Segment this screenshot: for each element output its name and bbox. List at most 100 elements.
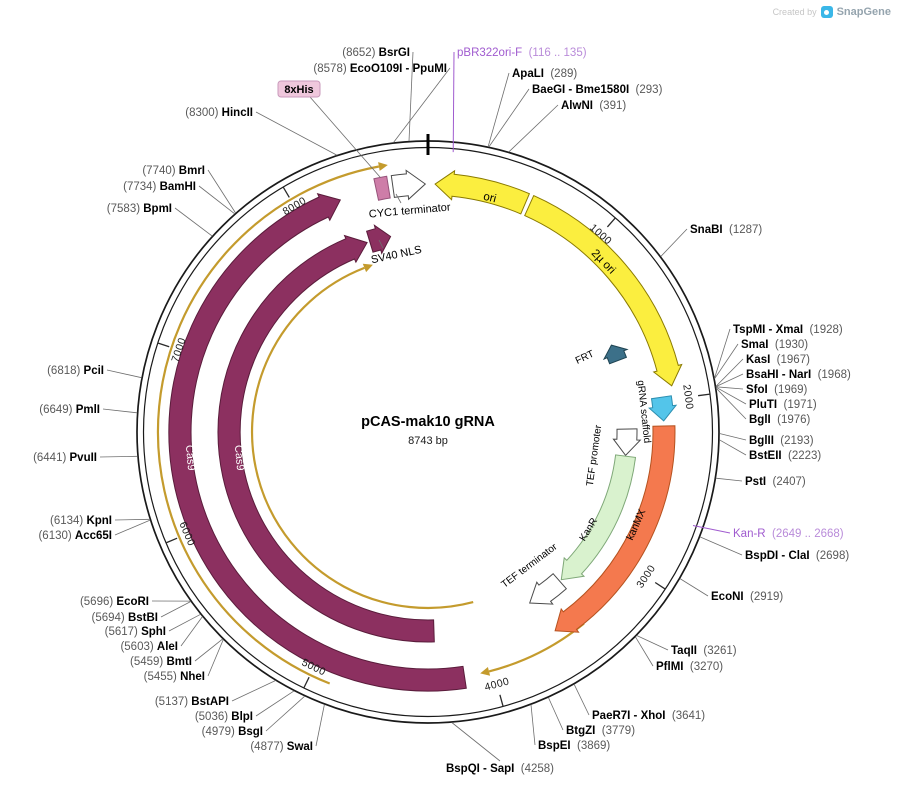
enzyme-leader-line: [102, 408, 138, 414]
enzyme-label-bstapi[interactable]: (5137) BstAPI: [155, 696, 229, 708]
enzyme-label-bsgi[interactable]: (4979) BsgI: [202, 726, 263, 738]
enzyme-label-bstbi[interactable]: (5694) BstBI: [92, 612, 158, 624]
enzyme-label-sphi[interactable]: (5617) SphI: [105, 626, 166, 638]
enzyme-leader-line: [719, 433, 747, 441]
enzyme-label-bsrgi[interactable]: (8652) BsrGI: [342, 47, 410, 59]
scale-tick: [654, 581, 666, 590]
feature-kanr[interactable]: [560, 454, 637, 581]
enzyme-label-bspqi-sapi[interactable]: BspQI - SapI (4258): [446, 763, 554, 775]
enzyme-leader-line: [315, 704, 325, 747]
enzyme-leader-line: [265, 695, 305, 732]
enzyme-label-swai[interactable]: (4877) SwaI: [250, 741, 313, 753]
enzyme-label-bglii[interactable]: BglII (2193): [749, 435, 814, 447]
feature-tef-promoter[interactable]: [612, 428, 642, 457]
feature-2-ori[interactable]: [524, 194, 683, 387]
enzyme-leader-line: [160, 601, 191, 618]
enzyme-leader-line: [715, 373, 744, 387]
feature-tef-terminator[interactable]: [529, 572, 568, 605]
enzyme-label-smai[interactable]: SmaI (1930): [741, 339, 808, 351]
scale-tick: [303, 676, 310, 689]
enzyme-leader-line: [487, 72, 510, 147]
enzyme-leader-line: [255, 690, 295, 717]
enzyme-label-alwni[interactable]: AlwNI (391): [561, 100, 626, 112]
enzyme-leader-line: [548, 697, 564, 731]
scale-tick: [499, 694, 504, 707]
enzyme-leader-line: [635, 636, 654, 667]
enzyme-label-hincii[interactable]: (8300) HincII: [185, 107, 253, 119]
scale-tick: [157, 342, 170, 348]
enzyme-label-sfoi[interactable]: SfoI (1969): [746, 384, 808, 396]
primer-label-pbr322ori-f[interactable]: pBR322ori-F (116 .. 135): [457, 47, 587, 59]
feature-cas9[interactable]: [217, 234, 435, 643]
enzyme-leader-line: [488, 88, 530, 148]
enzyme-label-bmri[interactable]: (7740) BmrI: [142, 165, 205, 177]
enzyme-label-pmli[interactable]: (6649) PmlI: [39, 404, 100, 416]
feature-label-leader: [378, 239, 384, 249]
enzyme-label-tspmi-xmai[interactable]: TspMI - XmaI (1928): [733, 324, 843, 336]
enzyme-label-psti[interactable]: PstI (2407): [745, 476, 806, 488]
enzyme-label-acc65i[interactable]: (6130) Acc65I: [38, 530, 112, 542]
enzyme-label-kasi[interactable]: KasI (1967): [746, 354, 810, 366]
enzyme-label-pflmi[interactable]: PflMI (3270): [656, 661, 723, 673]
his-tag-leader-line: [309, 96, 381, 178]
enzyme-leader-line: [679, 578, 709, 597]
plasmid-size: 8743 bp: [408, 435, 448, 447]
enzyme-leader-line: [231, 680, 276, 702]
scale-label: 3000: [634, 563, 658, 591]
enzyme-label-bmti[interactable]: (5459) BmtI: [130, 656, 192, 668]
primer-leader-line: [452, 51, 455, 153]
enzyme-label-alei[interactable]: (5603) AleI: [120, 641, 178, 653]
enzyme-label-pluti[interactable]: PluTI (1971): [749, 399, 817, 411]
enzyme-label-bpmi[interactable]: (7583) BpmI: [107, 203, 172, 215]
enzyme-label-blpi[interactable]: (5036) BlpI: [195, 711, 253, 723]
feature-frt[interactable]: [602, 344, 629, 365]
enzyme-label-ecori[interactable]: (5696) EcoRI: [80, 596, 149, 608]
enzyme-label-kpni[interactable]: (6134) KpnI: [50, 515, 112, 527]
feature-label-cyc1-terminator: CYC1 terminator: [368, 201, 451, 220]
enzyme-label-pvuii[interactable]: (6441) PvuII: [33, 452, 97, 464]
feature-label-frt: FRT: [574, 349, 596, 367]
enzyme-leader-line: [393, 67, 451, 143]
enzyme-label-nhei[interactable]: (5455) NheI: [144, 671, 205, 683]
enzyme-label-bgli[interactable]: BglI (1976): [749, 414, 811, 426]
enzyme-label-snabi[interactable]: SnaBI (1287): [690, 224, 762, 236]
feature-8xhis[interactable]: [373, 175, 391, 201]
enzyme-label-bspdi-clai[interactable]: BspDI - ClaI (2698): [745, 550, 849, 562]
enzyme-leader-line: [719, 439, 747, 456]
enzyme-label-bamhi[interactable]: (7734) BamHI: [123, 181, 196, 193]
credit-prefix: Created by: [772, 7, 817, 17]
feature-cas9[interactable]: [168, 193, 467, 692]
feature-ori[interactable]: [434, 169, 531, 215]
enzyme-label-taqii[interactable]: TaqII (3261): [671, 645, 737, 657]
enzyme-label-bsahi-nari[interactable]: BsaHI - NarI (1968): [746, 369, 851, 381]
snapgene-credit: Created by SnapGene: [773, 6, 891, 18]
orf-arc-arrowhead: [362, 263, 373, 273]
credit-brand: SnapGene: [836, 6, 891, 18]
enzyme-label-apali[interactable]: ApaLI (289): [512, 68, 577, 80]
feature-grna-scaffold[interactable]: [648, 395, 678, 422]
enzyme-leader-line: [636, 635, 669, 651]
his-tag-label[interactable]: 8xHis: [284, 84, 313, 96]
primer-label-kan-r[interactable]: Kan-R (2649 .. 2668): [733, 528, 844, 540]
enzyme-label-bspei[interactable]: BspEI (3869): [538, 740, 610, 752]
enzyme-leader-line: [168, 613, 201, 632]
orf-arc-arrowhead: [480, 667, 491, 676]
enzyme-label-baegi-bme1580i[interactable]: BaeGI - Bme1580I (293): [532, 84, 663, 96]
enzyme-leader-line: [508, 104, 559, 153]
enzyme-leader-line: [174, 207, 213, 237]
feature-kanmx[interactable]: [554, 425, 676, 633]
enzyme-label-bsteii[interactable]: BstEII (2223): [749, 450, 821, 462]
enzyme-label-ecoo109i-ppumi[interactable]: (8578) EcoO109I - PpuMI: [313, 63, 447, 75]
enzyme-leader-line: [660, 228, 688, 257]
enzyme-leader-line: [99, 455, 138, 458]
enzyme-label-paer7i-xhoi[interactable]: PaeR7I - XhoI (3641): [592, 710, 705, 722]
feature-sv40-nls[interactable]: [365, 224, 392, 255]
enzyme-leader-line: [451, 722, 501, 762]
feature-label-leader: [395, 193, 402, 204]
enzyme-label-econi[interactable]: EcoNI (2919): [711, 591, 783, 603]
enzyme-label-pcii[interactable]: (6818) PciI: [47, 365, 104, 377]
enzyme-label-btgzi[interactable]: BtgZI (3779): [566, 725, 635, 737]
feature-label-tef-promoter: TEF promoter: [585, 424, 605, 487]
